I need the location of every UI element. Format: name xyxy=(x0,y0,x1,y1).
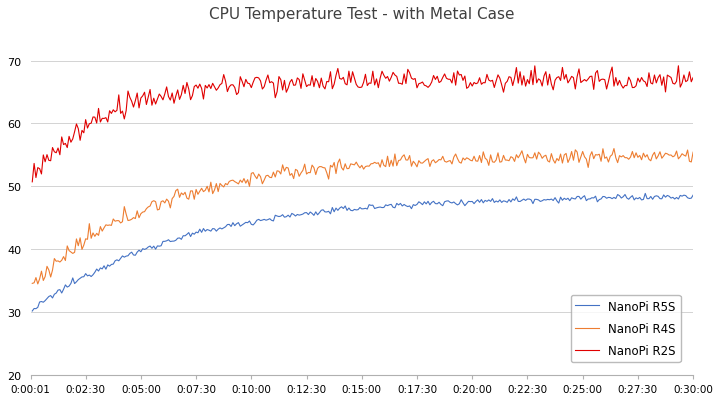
Title: CPU Temperature Test - with Metal Case: CPU Temperature Test - with Metal Case xyxy=(210,7,515,22)
NanoPi R5S xyxy=(28,309,37,314)
NanoPi R4S xyxy=(319,166,328,170)
NanoPi R5S xyxy=(258,218,266,223)
NanoPi R5S xyxy=(654,194,662,199)
NanoPi R2S xyxy=(247,86,256,91)
NanoPi R5S xyxy=(317,209,325,213)
NanoPi R2S xyxy=(652,81,661,86)
NanoPi R5S xyxy=(247,222,256,227)
NanoPi R2S xyxy=(258,87,266,92)
NanoPi R4S xyxy=(111,219,120,224)
NanoPi R4S xyxy=(33,282,42,287)
NanoPi R5S xyxy=(225,223,233,227)
NanoPi R4S xyxy=(689,150,698,155)
NanoPi R5S xyxy=(641,192,649,196)
Legend: NanoPi R5S, NanoPi R4S, NanoPi R2S: NanoPi R5S, NanoPi R4S, NanoPi R2S xyxy=(570,295,680,362)
NanoPi R2S xyxy=(225,85,233,90)
NanoPi R2S xyxy=(317,77,325,81)
NanoPi R2S xyxy=(689,76,698,81)
NanoPi R4S xyxy=(227,179,235,184)
Line: NanoPi R2S: NanoPi R2S xyxy=(32,67,693,182)
NanoPi R2S xyxy=(28,180,37,185)
NanoPi R2S xyxy=(674,64,683,69)
Line: NanoPi R5S: NanoPi R5S xyxy=(32,194,693,311)
NanoPi R4S xyxy=(249,171,258,176)
NanoPi R2S xyxy=(109,108,117,113)
NanoPi R4S xyxy=(610,147,618,152)
NanoPi R4S xyxy=(656,150,665,155)
NanoPi R5S xyxy=(109,262,117,267)
NanoPi R5S xyxy=(689,193,698,198)
NanoPi R4S xyxy=(28,281,37,286)
NanoPi R4S xyxy=(260,178,269,183)
Line: NanoPi R4S: NanoPi R4S xyxy=(32,149,693,284)
